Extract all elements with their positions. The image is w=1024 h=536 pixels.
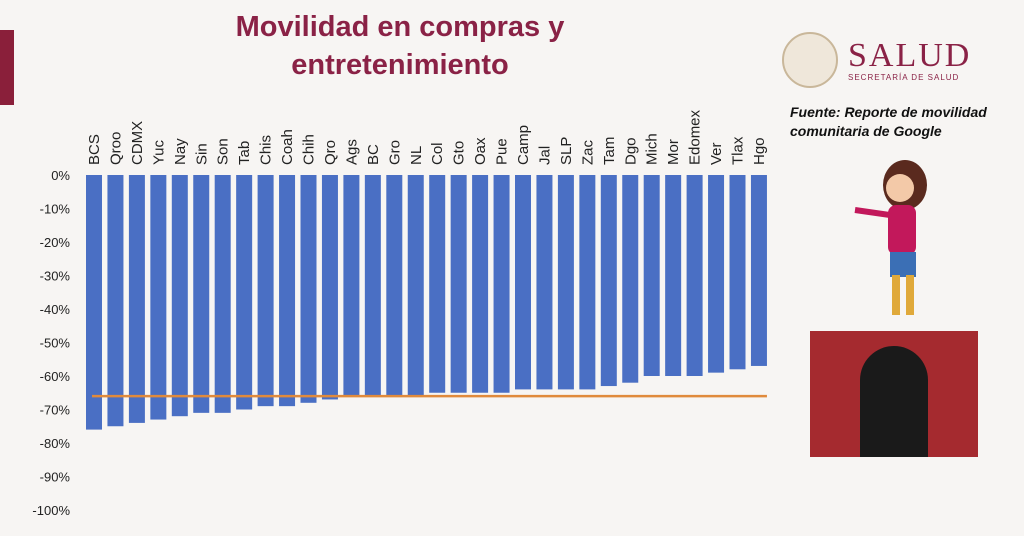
category-label: Col (429, 142, 446, 165)
bar-Coah (279, 175, 296, 407)
bar-Col (429, 175, 446, 393)
brand-name: SALUD (848, 36, 972, 74)
y-tick-label: -10% (40, 202, 71, 217)
y-tick-label: -20% (40, 235, 71, 250)
category-label: Mor (665, 139, 682, 165)
category-label: Sin (193, 143, 210, 165)
category-label: NL (408, 146, 425, 165)
bar-Edomex (686, 175, 703, 376)
bar-Qro (321, 175, 338, 400)
bar-Yuc (150, 175, 167, 420)
bar-Tam (600, 175, 617, 387)
salud-logo: SALUD SECRETARÍA DE SALUD (782, 32, 971, 88)
bar-BC (364, 175, 381, 397)
y-tick-label: -70% (40, 403, 71, 418)
accent-bar (0, 30, 14, 105)
mascot-illustration (854, 160, 927, 315)
bar-NL (407, 175, 424, 397)
y-tick-label: -100% (32, 503, 70, 518)
y-tick-label: -30% (40, 269, 71, 284)
category-label: Pue (494, 138, 511, 165)
bar-Pue (493, 175, 510, 393)
category-label: Gro (386, 140, 403, 165)
category-label: SLP (558, 137, 575, 165)
bar-Mich (643, 175, 660, 376)
bar-Oax (472, 175, 489, 393)
category-label: Tlax (730, 136, 747, 165)
bar-Camp (515, 175, 531, 390)
category-label: Chis (258, 135, 275, 165)
page-title: Movilidad en compras y entretenimiento (235, 11, 565, 81)
bar-Dgo (622, 175, 639, 383)
category-label: Ver (708, 142, 725, 165)
category-label: Dgo (622, 137, 639, 165)
category-label: Nay (172, 138, 189, 165)
bar-Mor (665, 175, 682, 376)
y-tick-label: 0% (51, 168, 70, 183)
y-tick-label: -40% (40, 302, 71, 317)
y-tick-label: -50% (40, 336, 71, 351)
category-label: Chih (301, 134, 318, 165)
bar-Sin (193, 175, 210, 413)
category-label: Qroo (107, 132, 124, 165)
bar-BCS (86, 175, 102, 430)
bar-Son (214, 175, 231, 413)
bar-Gro (386, 175, 403, 397)
bar-Jal (536, 175, 553, 390)
bar-Gto (450, 175, 467, 393)
bar-Tlax (729, 175, 746, 370)
category-label: CDMX (129, 121, 146, 165)
category-label: Coah (279, 129, 296, 165)
bar-Qroo (107, 175, 124, 427)
bar-Chis (257, 175, 274, 407)
category-label: Son (215, 138, 232, 165)
bar-SLP (557, 175, 574, 390)
seal-icon (782, 32, 838, 88)
category-label: Tab (236, 141, 253, 165)
category-label: Zac (579, 139, 596, 165)
category-label: Qro (322, 140, 339, 165)
category-label: Hgo (751, 137, 768, 165)
bar-Ags (343, 175, 360, 397)
y-tick-label: -60% (40, 369, 71, 384)
category-label: Mich (644, 133, 661, 165)
category-label: Ags (343, 139, 360, 165)
category-label: BCS (86, 134, 103, 165)
sign-language-interpreter-video (810, 331, 978, 457)
bar-Tab (236, 175, 253, 410)
category-label: BC (365, 144, 382, 165)
bar-Ver (708, 175, 725, 373)
category-label: Yuc (150, 139, 167, 165)
bar-Zac (579, 175, 596, 390)
category-label: Camp (515, 125, 532, 165)
y-tick-label: -80% (40, 436, 71, 451)
bar-Hgo (750, 175, 767, 366)
y-tick-label: -90% (40, 470, 71, 485)
category-label: Jal (536, 146, 553, 165)
source-note: Fuente: Reporte de movilidad comunitaria… (790, 104, 987, 139)
category-label: Gto (451, 141, 468, 165)
brand-subtitle: SECRETARÍA DE SALUD (848, 72, 960, 82)
category-label: Edomex (687, 109, 704, 165)
bar-Nay (171, 175, 188, 417)
bar-Chih (300, 175, 317, 403)
category-label: Oax (472, 137, 489, 165)
bar-CDMX (128, 175, 145, 423)
category-label: Tam (601, 137, 618, 165)
interpreter (860, 346, 928, 457)
